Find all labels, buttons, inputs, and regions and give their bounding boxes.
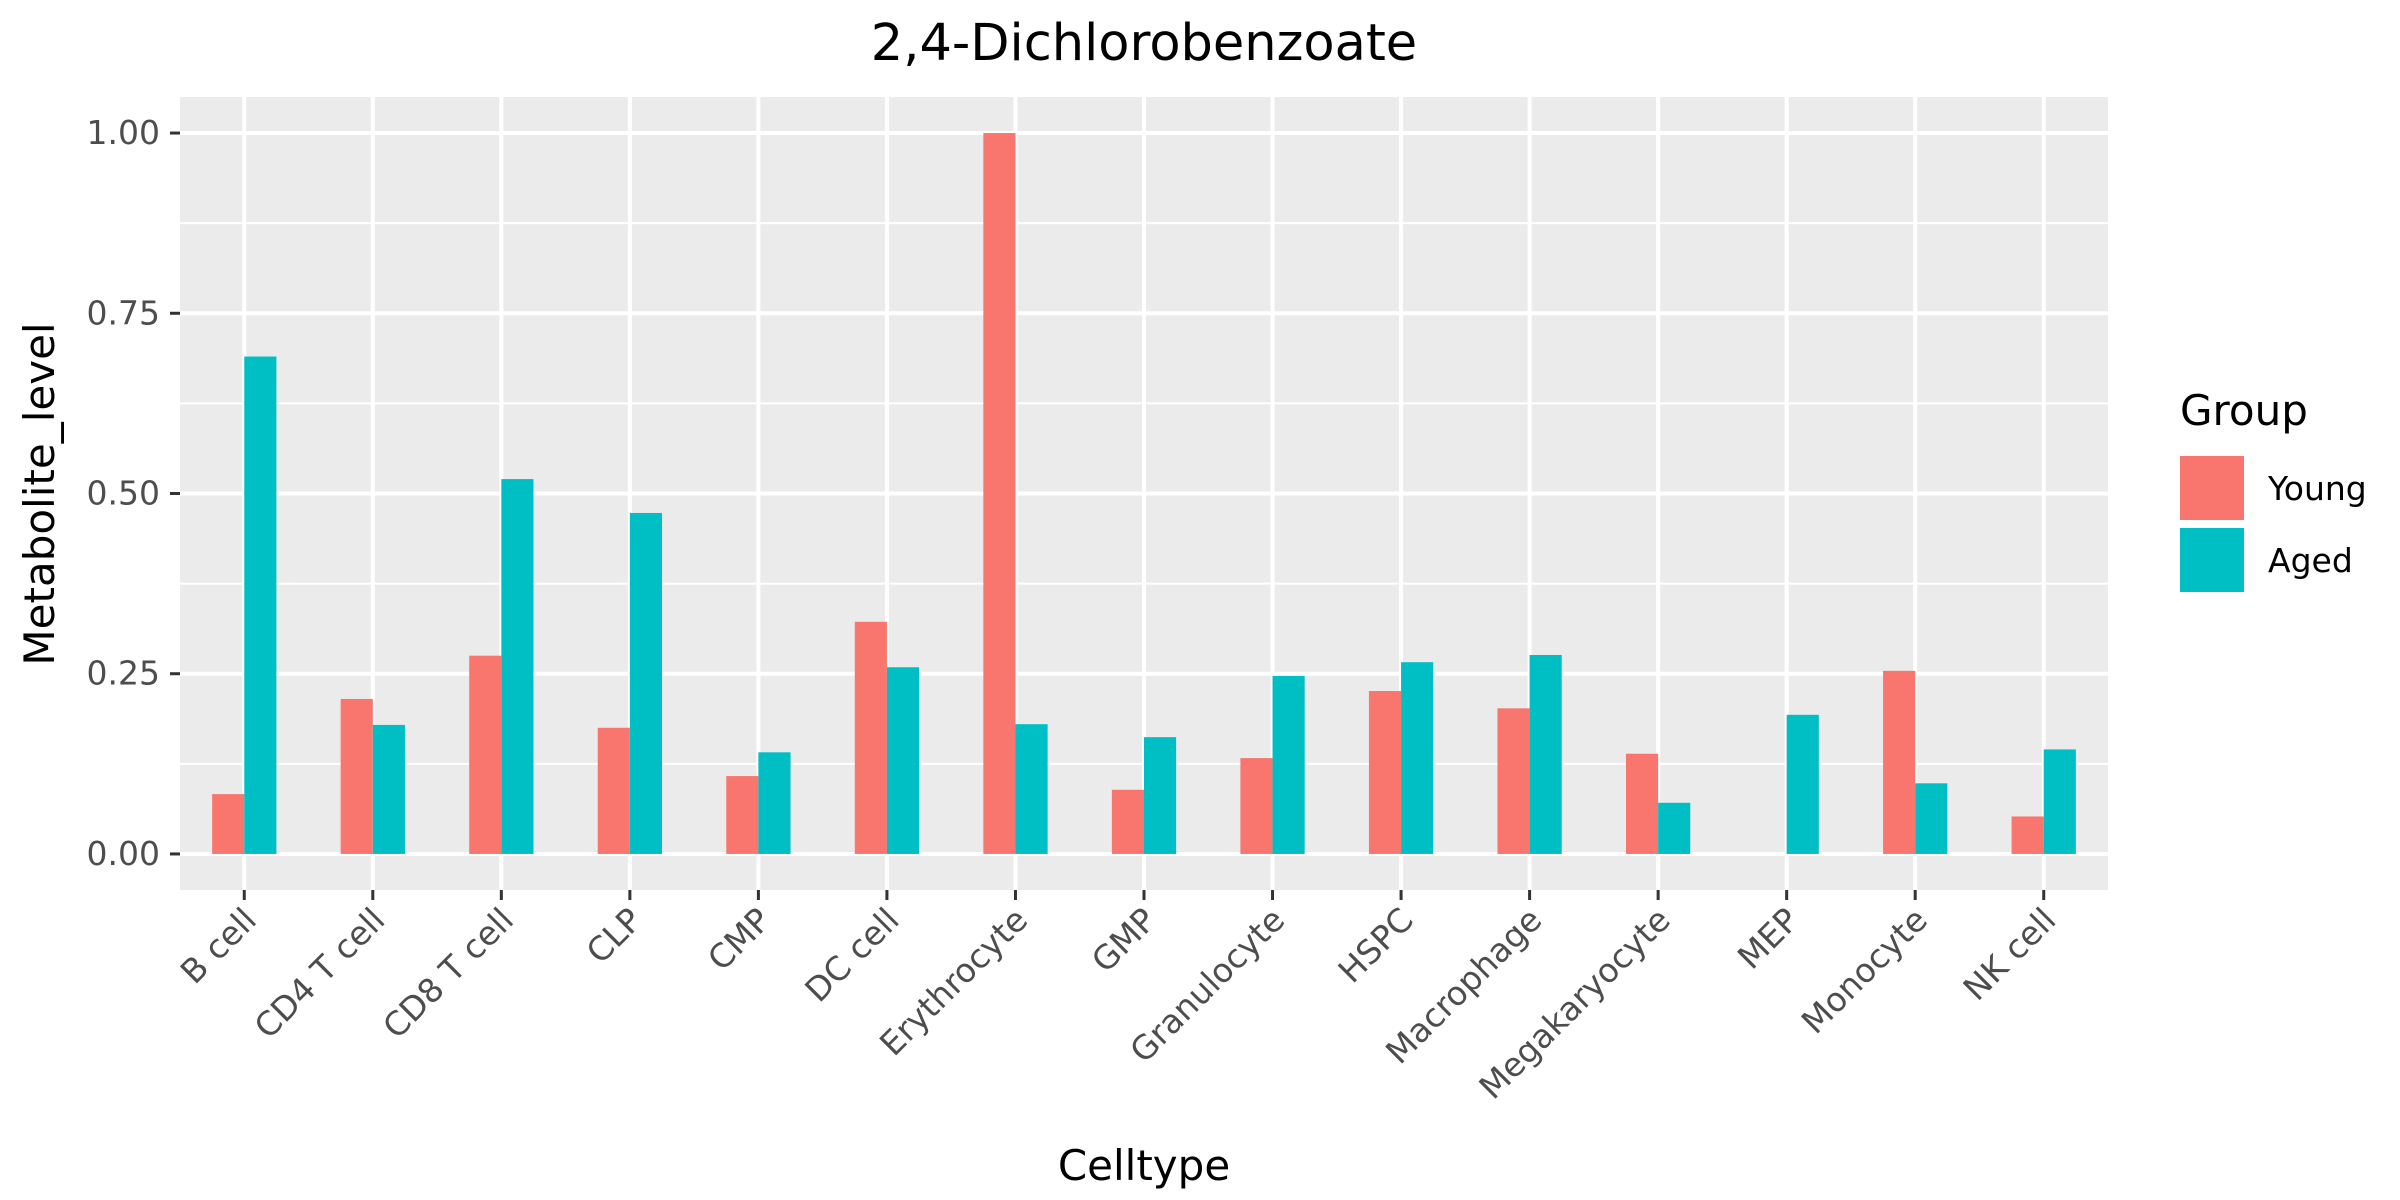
y-tick-label: 0.50 [87, 474, 160, 513]
y-tick-label: 1.00 [87, 113, 160, 152]
legend-key-aged [2180, 528, 2244, 592]
bar-aged [1658, 802, 1691, 854]
x-tick-label: HSPC [1330, 900, 1420, 990]
y-tick-label: 0.75 [87, 293, 160, 332]
legend: Group Young Aged [2180, 386, 2367, 592]
x-tick-label: CD8 T cell [375, 900, 521, 1046]
y-tick-label: 0.00 [87, 834, 160, 873]
bar-young [212, 794, 245, 854]
x-tick-label: NK cell [1955, 900, 2063, 1008]
bar-young [1368, 691, 1402, 854]
bar-young [1497, 708, 1530, 854]
x-tick-label: CLP [579, 900, 650, 971]
legend-label-aged: Aged [2268, 541, 2353, 580]
bar-young [597, 727, 630, 854]
legend-title: Group [2180, 386, 2308, 435]
bar-aged [1529, 654, 1562, 854]
chart-title: 2,4-Dichlorobenzoate [871, 14, 1417, 73]
x-tick-label: CMP [700, 900, 778, 978]
bar-young [1240, 758, 1273, 854]
bar-young [1111, 789, 1144, 854]
x-tick-label: B cell [173, 900, 264, 991]
bar-young [1883, 670, 1916, 854]
y-axis: 0.00 0.25 0.50 0.75 1.00 [87, 113, 180, 873]
bar-aged [2043, 749, 2076, 854]
x-tick-label: Monocyte [1794, 900, 1935, 1041]
y-axis-title: Metabolite_level [15, 322, 64, 665]
legend-key-young [2180, 456, 2244, 520]
bar-aged [758, 752, 791, 854]
bar-young [1626, 753, 1659, 854]
bar-aged [372, 724, 405, 854]
bar-aged [1272, 675, 1305, 854]
x-axis-title: Celltype [1058, 1141, 1230, 1190]
bar-aged [629, 512, 662, 854]
bar-aged [244, 356, 277, 854]
bar-young [726, 776, 759, 854]
bar-young [340, 698, 373, 854]
y-tick-label: 0.25 [87, 654, 160, 693]
bar-aged [1144, 737, 1177, 854]
bar-young [854, 621, 887, 854]
bar-aged [501, 479, 534, 854]
bars [212, 133, 2076, 854]
x-tick-label: CD4 T cell [247, 900, 393, 1046]
bar-aged [1015, 724, 1048, 854]
bar-young [983, 133, 1016, 854]
bar-aged [1786, 714, 1819, 854]
bar-aged [1915, 783, 1948, 854]
bar-young [469, 655, 502, 854]
bar-aged [1401, 662, 1434, 854]
x-tick-label: MEP [1730, 900, 1807, 977]
x-tick-label: GMP [1084, 900, 1164, 980]
bar-young [2011, 816, 2044, 854]
legend-label-young: Young [2267, 469, 2367, 508]
x-tick-label: DC cell [797, 900, 906, 1009]
bar-aged [886, 667, 920, 854]
